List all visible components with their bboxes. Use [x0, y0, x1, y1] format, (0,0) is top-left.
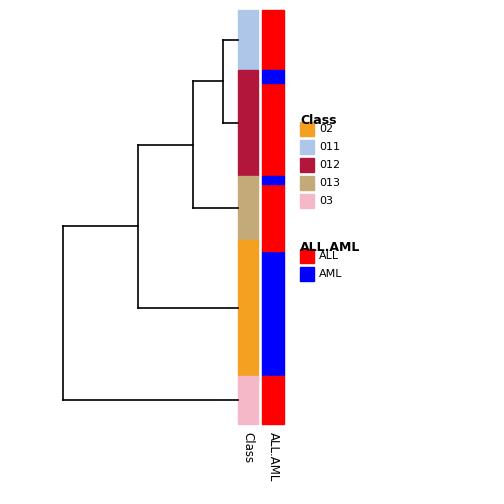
- Bar: [262, 83, 284, 175]
- Bar: [262, 70, 284, 83]
- Bar: [262, 175, 284, 184]
- Text: 012: 012: [319, 160, 340, 170]
- Bar: [300, 194, 314, 208]
- Text: ALL.AML: ALL.AML: [300, 241, 360, 254]
- Bar: [238, 376, 258, 424]
- Bar: [262, 10, 284, 70]
- Bar: [238, 10, 258, 70]
- Text: Class: Class: [300, 114, 337, 127]
- Bar: [262, 240, 284, 250]
- Bar: [238, 175, 258, 240]
- Bar: [262, 250, 284, 376]
- Bar: [238, 240, 258, 376]
- Text: ALL.AML: ALL.AML: [267, 432, 280, 481]
- Bar: [300, 158, 314, 172]
- Bar: [262, 184, 284, 240]
- Text: AML: AML: [319, 269, 343, 279]
- Bar: [300, 267, 314, 281]
- Bar: [300, 140, 314, 154]
- Bar: [300, 249, 314, 263]
- Bar: [300, 122, 314, 136]
- Text: 02: 02: [319, 124, 333, 134]
- Text: ALL: ALL: [319, 251, 339, 261]
- Text: 011: 011: [319, 142, 340, 152]
- Text: 03: 03: [319, 196, 333, 206]
- Bar: [300, 176, 314, 190]
- Bar: [238, 70, 258, 175]
- Text: 013: 013: [319, 178, 340, 188]
- Text: Class: Class: [241, 432, 255, 463]
- Bar: [262, 376, 284, 424]
